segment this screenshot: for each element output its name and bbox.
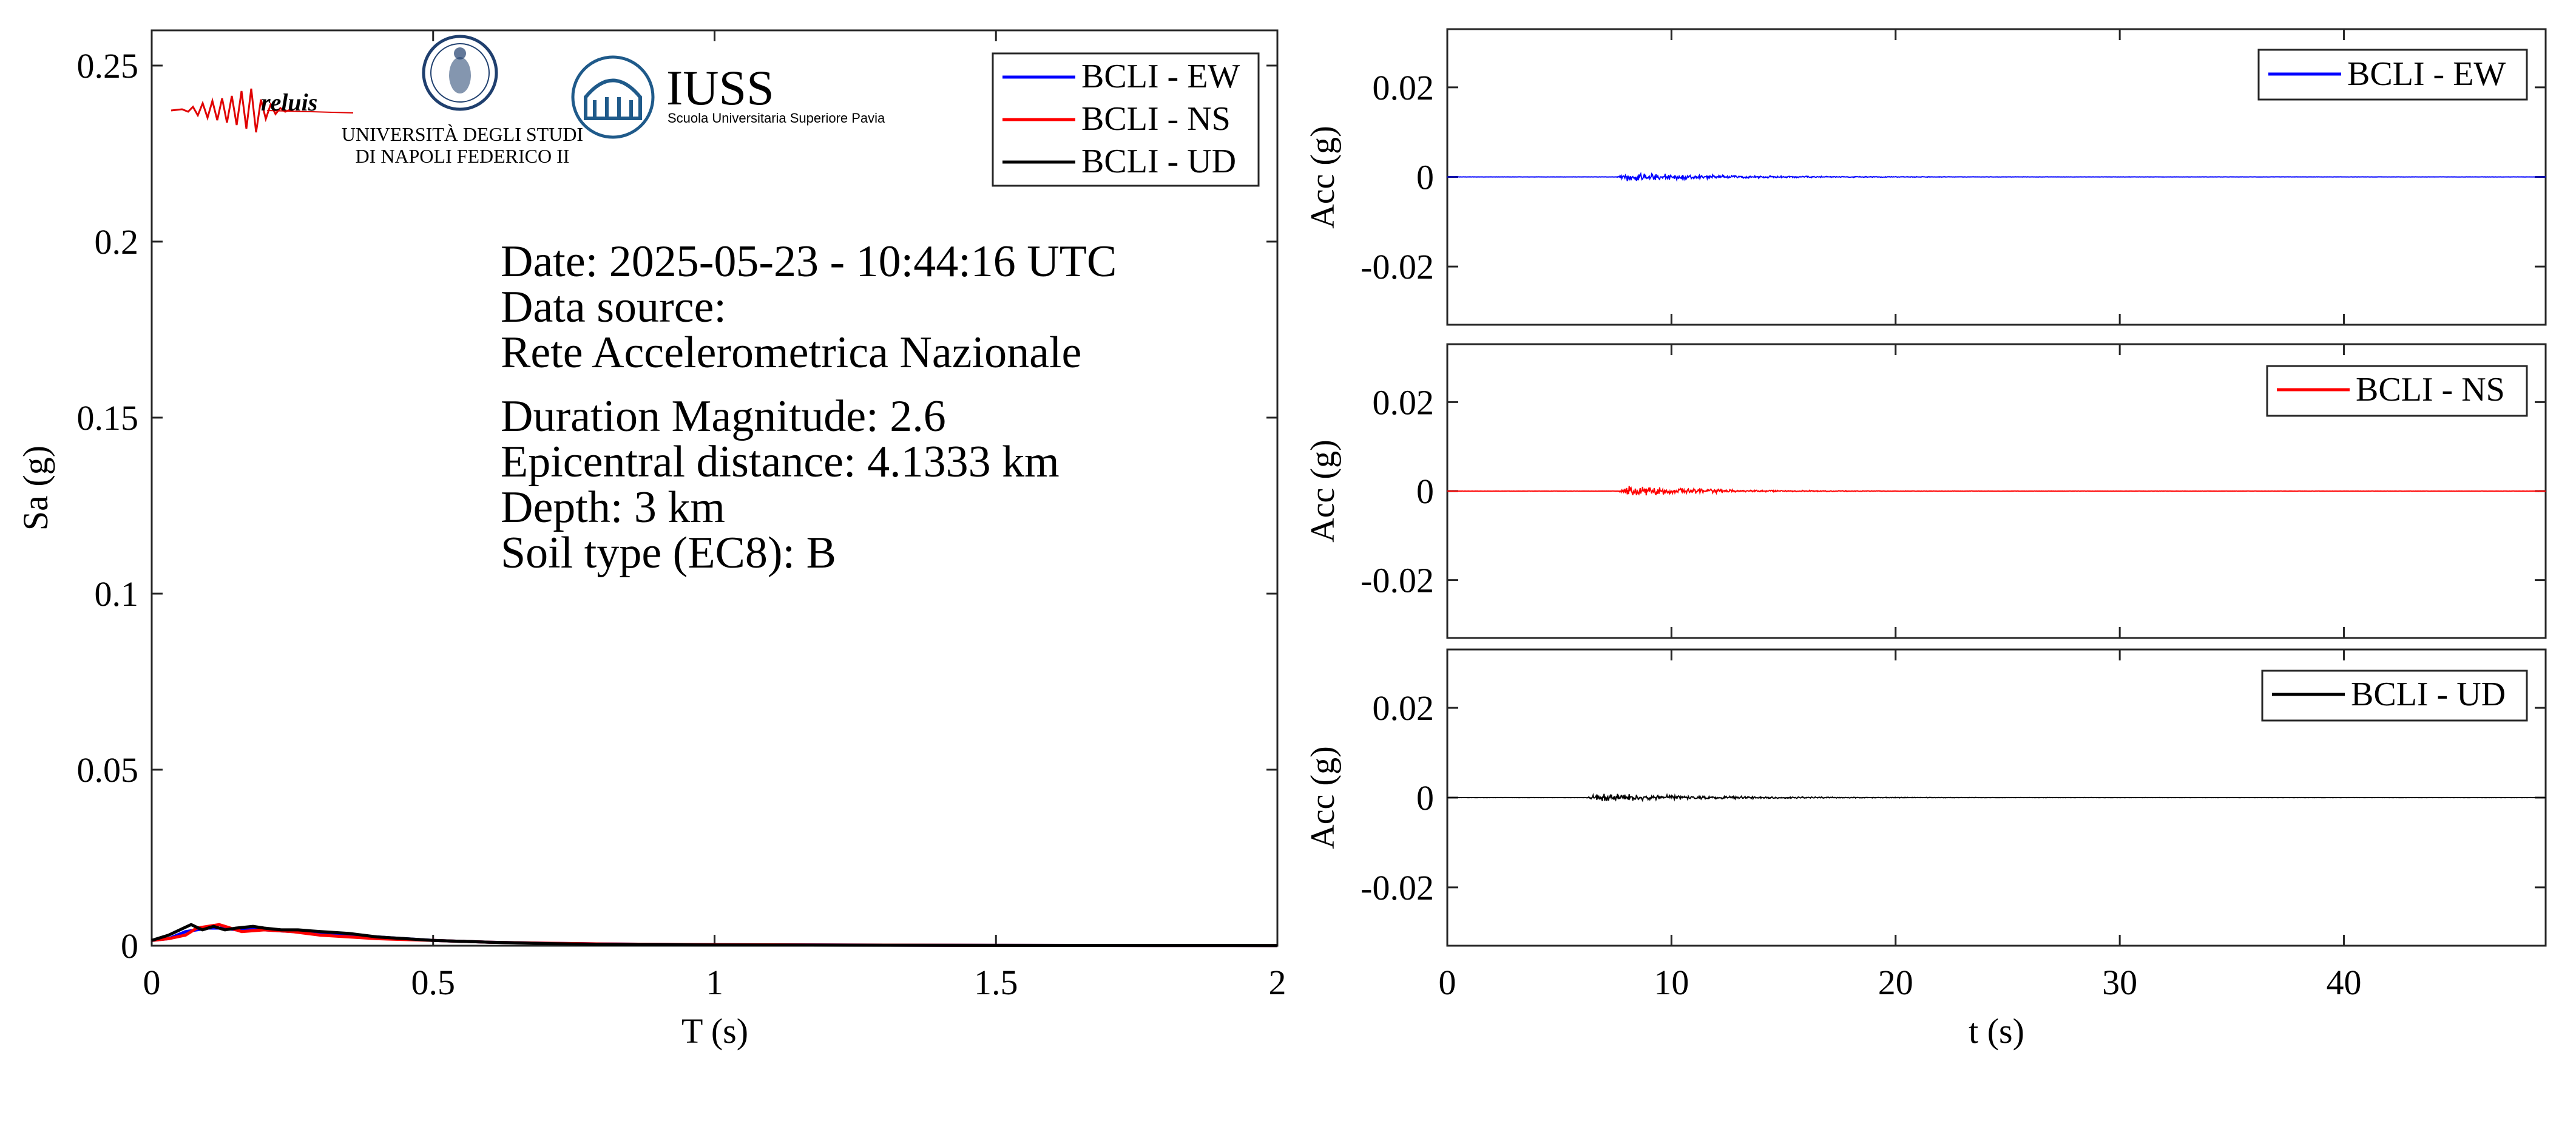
spectrum-y-tick-label: 0 [121, 926, 138, 966]
acc-ud-legend-label: BCLI - UD [2351, 676, 2506, 713]
acc-ew-legend: BCLI - EW [2257, 49, 2528, 101]
acc-ud-x-ticks: 0 10 20 30 40 [1439, 649, 2362, 1002]
acc-ns-y-tick-label: 0.02 [1373, 382, 1435, 422]
acc-ns-y-tick-label: 0 [1416, 472, 1434, 511]
acc-plot-ew: -0.02 0 0.02 Acc (g) BCLI - EW [1304, 28, 2547, 326]
acc-ud-trace [1447, 793, 2546, 802]
reluis-wordmark: reluis [261, 89, 317, 116]
spectrum-y-tick-label: 0.05 [77, 750, 139, 790]
acc-ew-y-tick-label: -0.02 [1361, 247, 1434, 287]
spectrum-x-tick-label: 1.5 [974, 963, 1018, 1002]
acc-ud-y-tick-label: 0 [1416, 778, 1434, 818]
unina-logo: UNIVERSITÀ DEGLI STUDI DI NAPOLI FEDERIC… [342, 35, 583, 167]
acc-x-tick-label: 10 [1654, 963, 1689, 1002]
legend-label-ns: BCLI - NS [1081, 100, 1231, 138]
unina-name-line2: DI NAPOLI FEDERICO II [356, 145, 570, 167]
spectrum-y-axis-label: Sa (g) [16, 446, 55, 531]
acc-ud-y-tick-label: -0.02 [1361, 868, 1434, 907]
spectrum-y-tick-label: 0.15 [77, 398, 139, 438]
acc-ew-y-axis-label: Acc (g) [1304, 126, 1342, 228]
acc-ns-legend-label: BCLI - NS [2356, 371, 2505, 409]
reluis-seismogram [171, 88, 292, 133]
spectrum-y-ticks: 0 0.05 0.1 0.15 0.2 0.25 [77, 46, 1277, 966]
spectrum-series-ud [151, 923, 1278, 948]
acc-plot-ud: -0.02 0 0.02 0 10 20 30 40 Acc (g) t (s) BCLI … [1304, 648, 2547, 1051]
acc-ew-x-ticks [1446, 29, 2345, 325]
event-distance: Epicentral distance: 4.1333 km [501, 437, 1060, 487]
acc-ew-y-ticks: -0.02 0 0.02 [1361, 68, 2546, 287]
spectrum-x-ticks: 0 0.5 1 1.5 2 [143, 30, 1286, 1002]
acc-ud-y-ticks: -0.02 0 0.02 [1361, 688, 2546, 907]
acc-x-axis-label: t (s) [1969, 1011, 2024, 1051]
spectrum-y-tick-label: 0.2 [95, 222, 139, 262]
spectrum-x-tick-label: 0.5 [411, 963, 456, 1002]
event-source-label: Data source: [501, 282, 726, 332]
acc-ew-legend-label: BCLI - EW [2347, 55, 2506, 93]
unina-name-line1: UNIVERSITÀ DEGLI STUDI [342, 123, 583, 145]
event-soil: Soil type (EC8): B [501, 528, 836, 578]
acc-x-tick-label: 20 [1878, 963, 1913, 1002]
acc-ns-x-ticks [1446, 344, 2345, 638]
reluis-logo: reluis [171, 88, 354, 133]
acc-ns-y-tick-label: -0.02 [1361, 561, 1434, 600]
acc-ew-y-tick-label: 0 [1416, 158, 1434, 197]
acc-ud-y-axis-label: Acc (g) [1304, 746, 1342, 849]
spectrum-legend: BCLI - EW BCLI - NS BCLI - UD [992, 52, 1260, 187]
acc-ns-legend: BCLI - NS [2266, 365, 2528, 417]
event-magnitude: Duration Magnitude: 2.6 [501, 392, 946, 441]
iuss-subtitle: Scuola Universitaria Superiore Pavia [668, 110, 885, 126]
event-depth: Depth: 3 km [501, 483, 725, 532]
legend-label-ew: BCLI - EW [1081, 58, 1240, 95]
spectrum-plot: 0 0.05 0.1 0.15 0.2 0.25 0 0.5 1 1.5 2 Sa (g) T (… [16, 29, 1286, 1051]
legend-label-ud: BCLI - UD [1081, 143, 1236, 180]
acc-x-tick-label: 30 [2102, 963, 2137, 1002]
acc-ew-trace [1447, 171, 2546, 182]
acc-ns-trace [1447, 486, 2546, 496]
acc-ud-y-tick-label: 0.02 [1373, 688, 1435, 728]
spectrum-y-tick-label: 0.1 [95, 574, 139, 614]
spectrum-x-tick-label: 1 [706, 963, 723, 1002]
acc-x-tick-label: 40 [2327, 963, 2362, 1002]
spectrum-x-axis-label: T (s) [681, 1011, 748, 1051]
acc-ns-y-axis-label: Acc (g) [1304, 439, 1342, 542]
acc-ud-legend: BCLI - UD [2261, 670, 2528, 722]
event-source-value: Rete Accelerometrica Nazionale [501, 328, 1081, 378]
iuss-title: IUSS [666, 60, 774, 115]
spectrum-y-tick-label: 0.25 [77, 46, 139, 86]
spectrum-series [151, 923, 1278, 948]
acc-x-tick-label: 0 [1439, 963, 1456, 1002]
acc-plot-ns: -0.02 0 0.02 Acc (g) BCLI - NS [1304, 343, 2547, 639]
spectrum-x-tick-label: 2 [1269, 963, 1286, 1002]
event-date: Date: 2025-05-23 - 10:44:16 UTC [501, 237, 1117, 287]
iuss-logo: IUSS Scuola Universitaria Superiore Pavi… [571, 55, 885, 139]
spectrum-x-tick-label: 0 [143, 963, 161, 1002]
event-info: Date: 2025-05-23 - 10:44:16 UTC Data sou… [501, 237, 1117, 578]
acc-ew-y-tick-label: 0.02 [1373, 68, 1435, 107]
